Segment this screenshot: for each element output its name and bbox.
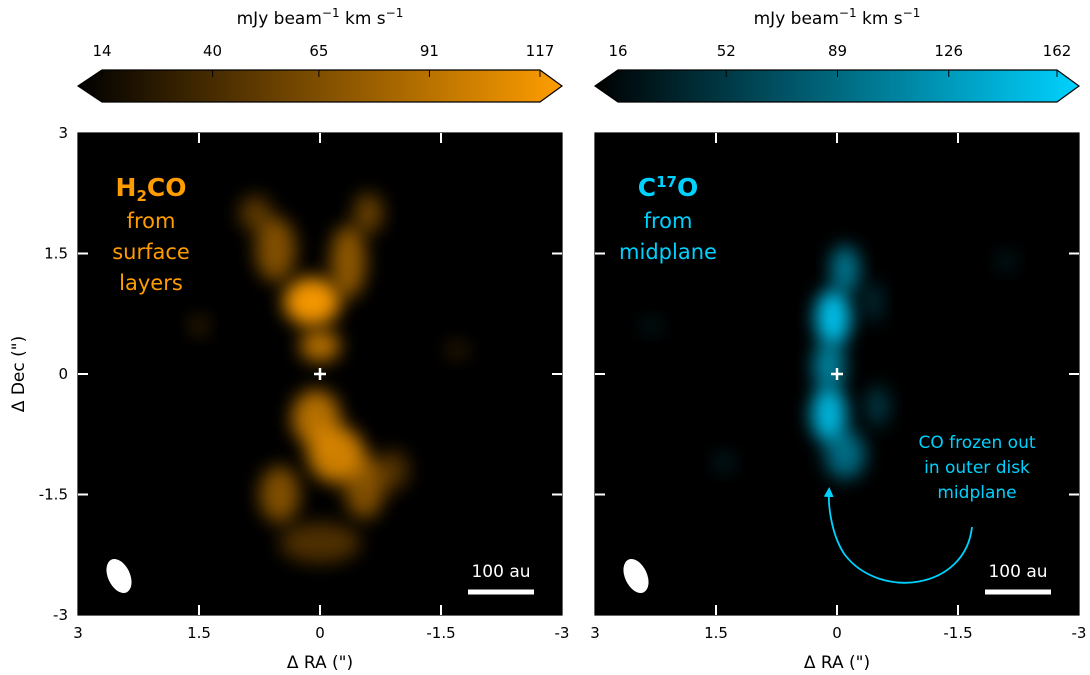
molecule-description-line: surface bbox=[112, 240, 190, 264]
molecule-description-line: from bbox=[127, 209, 176, 233]
emission-blob bbox=[824, 430, 866, 479]
colorbar bbox=[76, 69, 564, 103]
colorbar-label-label-mid: km s bbox=[340, 9, 386, 29]
y-axis-label: Δ Dec (") bbox=[9, 336, 29, 412]
emission-blob bbox=[641, 317, 662, 334]
emission-blob bbox=[279, 522, 361, 563]
molecule-label: C17O bbox=[638, 173, 699, 202]
emission-blob bbox=[812, 341, 846, 391]
emission-blob bbox=[189, 316, 209, 336]
beam-ellipse bbox=[106, 559, 132, 593]
colorbar-label-label-exp2: −1 bbox=[386, 6, 404, 20]
emission-blob bbox=[283, 277, 341, 326]
emission-blob bbox=[830, 245, 860, 294]
emission-blob bbox=[815, 289, 851, 346]
emission-blob bbox=[330, 225, 366, 298]
emission-blob bbox=[353, 193, 383, 234]
emission-blob bbox=[259, 466, 300, 523]
y-tick-label: -1.5 bbox=[39, 486, 68, 504]
colorbar-tick-label: 52 bbox=[717, 42, 736, 60]
y-tick-label: -3 bbox=[53, 606, 68, 624]
emission-blob bbox=[239, 195, 272, 232]
y-tick-label: 1.5 bbox=[44, 245, 68, 263]
beam-ellipse bbox=[623, 559, 649, 593]
colorbar-tick-label: 91 bbox=[420, 42, 439, 60]
colorbar-tick-label: 40 bbox=[203, 42, 222, 60]
emission-blob bbox=[714, 452, 734, 473]
annotation-line: in outer disk bbox=[924, 458, 1030, 478]
x-axis-label: Δ RA (") bbox=[804, 653, 870, 673]
x-tick-label: -3 bbox=[555, 624, 570, 642]
colorbar-label-label-exp1: −1 bbox=[322, 6, 340, 20]
colorbar-tick-label: 65 bbox=[309, 42, 328, 60]
molecule-description-line: layers bbox=[119, 271, 183, 295]
y-tick-label: 3 bbox=[58, 124, 68, 142]
emission-blob bbox=[445, 340, 470, 360]
colorbar-label-label-exp2: −1 bbox=[903, 6, 921, 20]
emission-blob bbox=[811, 385, 847, 443]
colorbar-tick-label: 162 bbox=[1043, 42, 1072, 60]
colorbar-label: mJy beam−1 km s−1 bbox=[754, 6, 921, 29]
molecule-description-line: from bbox=[644, 209, 693, 233]
x-tick-label: 1.5 bbox=[704, 624, 728, 642]
molecule-label: H2CO bbox=[116, 173, 187, 205]
y-tick-label: 0 bbox=[58, 365, 68, 383]
emission-blob bbox=[996, 251, 1017, 272]
annotation-line: CO frozen out bbox=[918, 433, 1035, 453]
colorbar-label-label-exp1: −1 bbox=[839, 6, 857, 20]
emission-blob bbox=[255, 217, 296, 282]
x-tick-label: -1.5 bbox=[426, 624, 455, 642]
annotation-line: midplane bbox=[937, 483, 1016, 503]
scale-bar-label: 100 au bbox=[988, 562, 1047, 582]
colorbar-tick-label: 14 bbox=[92, 42, 111, 60]
x-tick-label: -3 bbox=[1072, 624, 1087, 642]
x-tick-label: 1.5 bbox=[187, 624, 211, 642]
colorbar-label-label-main: mJy beam bbox=[754, 9, 839, 29]
emission-blob bbox=[865, 385, 890, 427]
x-tick-label: 0 bbox=[832, 624, 842, 642]
annotation-arrow bbox=[823, 487, 973, 584]
colorbar-label-label-main: mJy beam bbox=[237, 9, 322, 29]
colorbar-tick-label: 89 bbox=[828, 42, 847, 60]
emission-blob bbox=[376, 450, 409, 491]
x-axis-label: Δ RA (") bbox=[287, 653, 353, 673]
x-tick-label: -1.5 bbox=[943, 624, 972, 642]
molecule-description-line: midplane bbox=[619, 240, 717, 264]
x-tick-label: 3 bbox=[590, 624, 600, 642]
colorbar-tick-label: 16 bbox=[608, 42, 627, 60]
scale-bar-label: 100 au bbox=[471, 562, 530, 582]
colorbar-tick-label: 126 bbox=[934, 42, 963, 60]
emission-blob bbox=[863, 281, 883, 322]
emission-blob bbox=[344, 454, 385, 519]
x-tick-label: 3 bbox=[73, 624, 83, 642]
emission-blob bbox=[299, 329, 341, 363]
x-tick-label: 0 bbox=[315, 624, 325, 642]
colorbar-tick-label: 117 bbox=[526, 42, 555, 60]
colorbar-label: mJy beam−1 km s−1 bbox=[237, 6, 404, 29]
emission-map bbox=[189, 193, 470, 563]
colorbar-label-label-mid: km s bbox=[857, 9, 903, 29]
